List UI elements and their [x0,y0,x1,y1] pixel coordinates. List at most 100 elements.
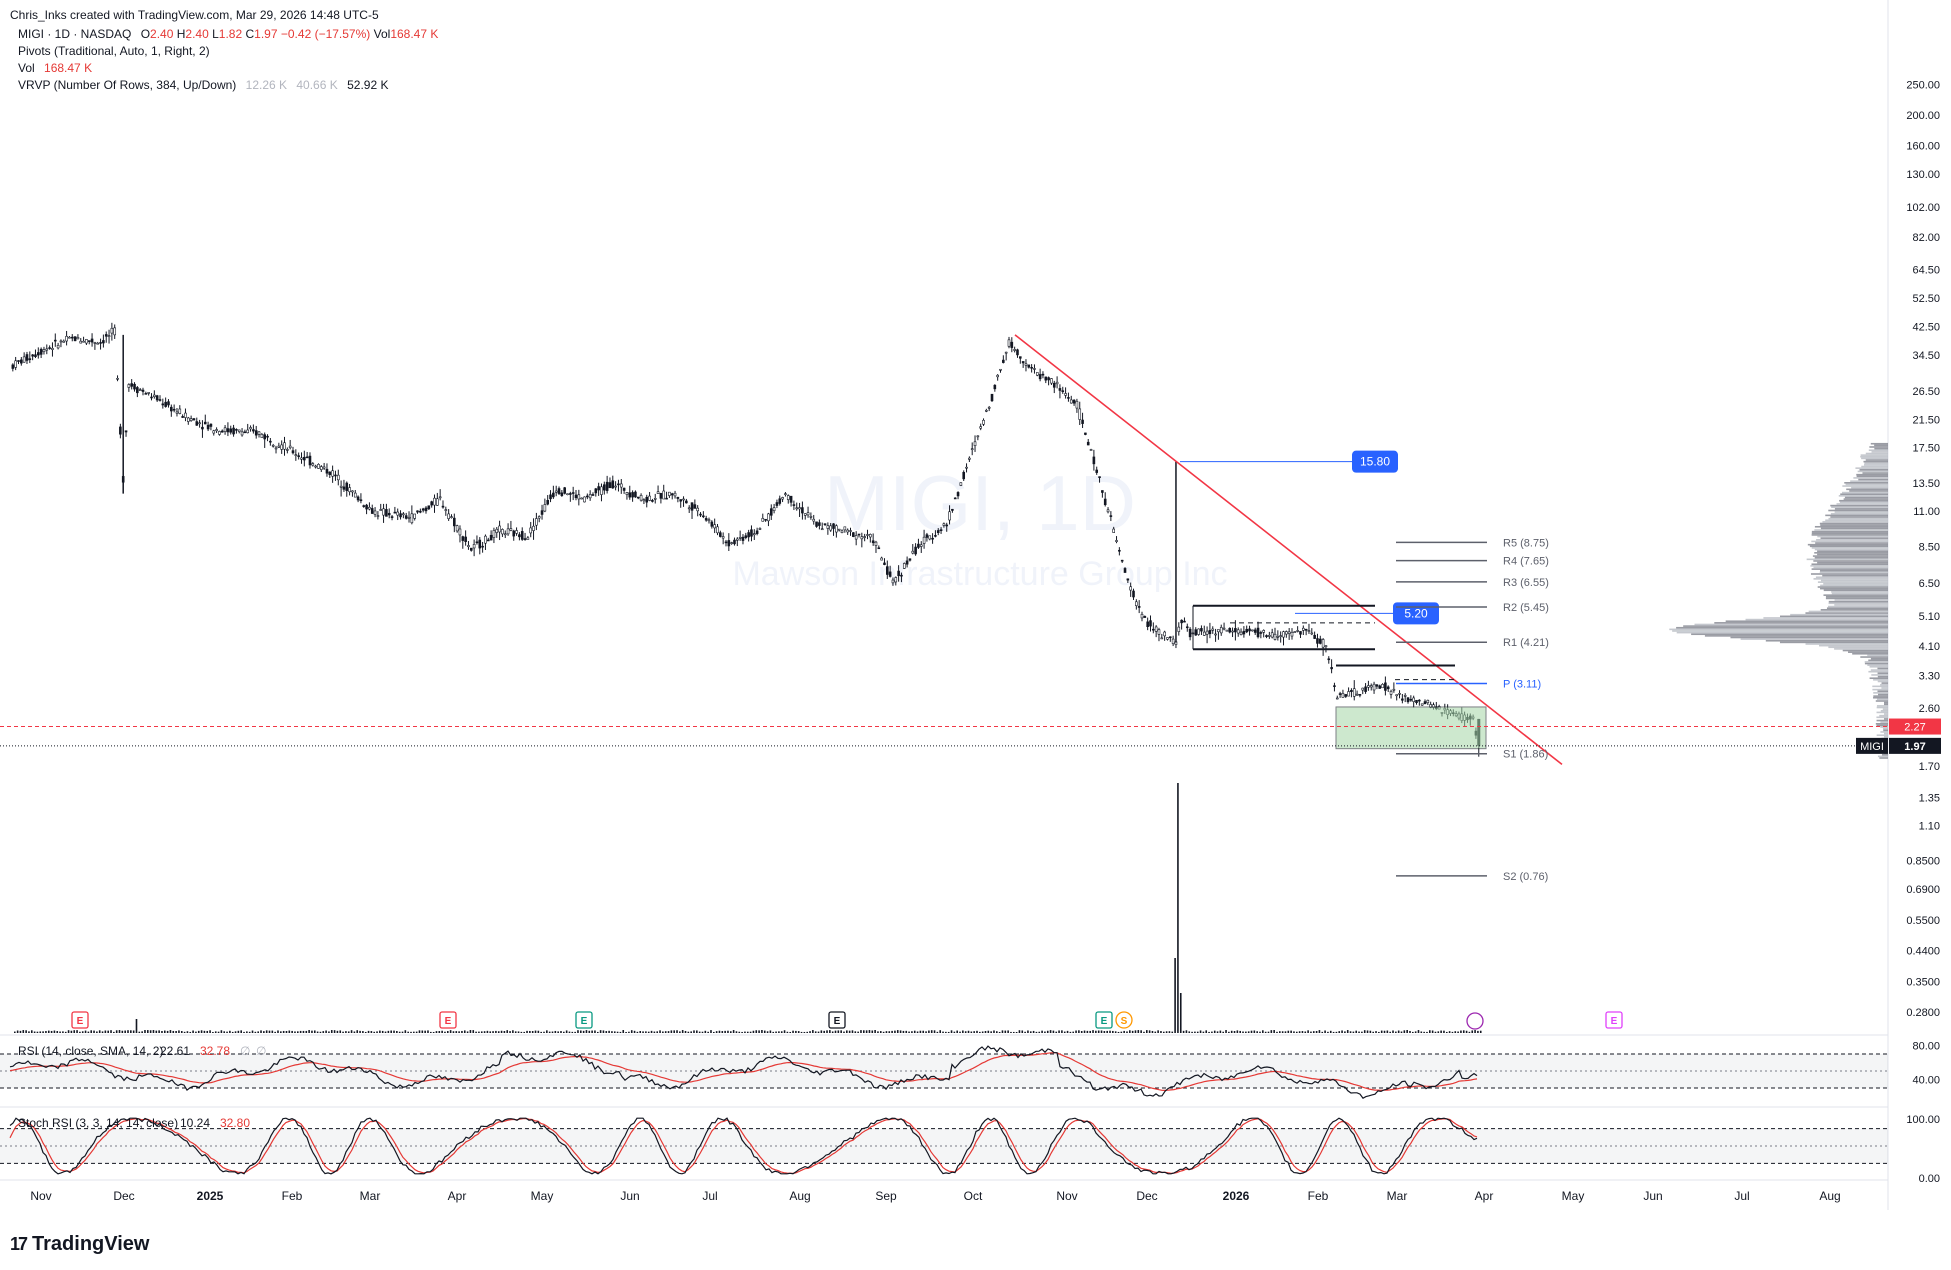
volume-profile-row [1867,654,1888,657]
volume-profile-row [1816,538,1888,541]
candle-body [786,495,790,500]
candle-body [758,528,762,530]
candle-body [469,547,473,551]
candle-body [1423,701,1427,705]
candle-body [1194,629,1198,636]
volume-bar [659,1030,661,1033]
last-price-label-bg [1889,737,1941,754]
volume-bar [945,1031,947,1033]
low-value: 1.82 [218,27,243,41]
volume-bar [104,1030,107,1033]
trendline [1014,334,1563,766]
volume-bar [90,1030,93,1033]
candle-body [1055,381,1059,385]
volume-bar [1270,1030,1273,1033]
candle-body [424,507,428,512]
candle-body [1268,635,1271,637]
volume-profile-row [1779,641,1888,644]
vrvp-legend: VRVP (Number Of Rows, 384, Up/Down) 12.2… [18,78,388,92]
volume-profile-row [1834,508,1888,510]
candle-body [1211,628,1215,631]
volume-bar [871,1030,874,1033]
volume-bar [1262,1030,1264,1033]
candle-body [322,466,326,469]
candle-body [945,524,949,527]
candle-body [741,536,745,541]
volume-bar [585,1030,588,1033]
candle-body [894,577,898,583]
candle-body [294,454,298,456]
volume-profile-row [1864,462,1888,465]
candle-body [761,518,765,522]
candle-body [266,435,269,438]
volume-bar [1321,1031,1324,1033]
candle-body [458,528,462,536]
volume-bar [509,1031,511,1033]
volume-bar [976,1030,978,1033]
volume-bar [175,1030,177,1033]
candle-body [1106,509,1110,513]
volume-bar [758,1030,760,1033]
candle-body [1381,684,1384,689]
candle-body [260,434,264,438]
candle-body [869,534,872,538]
volume-profile-row [1873,696,1888,699]
volume-bar [919,1030,922,1033]
candle-body [90,338,94,343]
candle-body [789,495,793,503]
volume-bar [1171,1031,1174,1033]
volume-bar [1123,1030,1125,1033]
candle-body [769,508,773,516]
volume-bar [384,1031,387,1033]
volume-profile-row [1812,555,1888,557]
volume-bar [981,1031,984,1033]
volume-bar [1242,1031,1244,1033]
event-label: E [1101,1016,1108,1027]
volume-profile-row [1876,716,1888,719]
candle-body [922,536,926,544]
candle-body [860,536,864,540]
candle-body [396,511,400,516]
volume-profile-row [1819,644,1888,647]
candle-body [835,525,838,533]
rsi-axis-label: 40.00 [1912,1075,1940,1087]
volume-bar [158,1030,160,1033]
tradingview-logo[interactable]: 17 TradingView [10,1233,149,1256]
candle-body [387,512,391,516]
candle-body [1044,376,1048,381]
price-tick-label: 1.70 [1919,761,1940,773]
volume-bar [438,1031,441,1033]
volume-bar [305,1030,308,1033]
candle-body [1084,432,1087,435]
volume-bar [401,1031,404,1033]
volume-bar [475,1031,477,1033]
volume-bar [1372,1031,1374,1033]
candle-body [351,490,354,493]
volume-profile-row [1870,442,1888,445]
candle-body [1069,399,1073,404]
candle-body [297,455,300,457]
volume-bar [812,1030,814,1033]
volume-bar [1253,1030,1256,1033]
candle-body [478,539,482,549]
candle-body [82,340,85,343]
candle-body [385,509,388,517]
candle-body [331,470,334,477]
candle-body [1024,363,1028,366]
volume-profile-row [1817,553,1888,556]
volume-bar [1032,1030,1035,1033]
volume-bar [14,1031,16,1033]
volume-profile-row [1877,675,1888,678]
candle-body [597,486,600,491]
level-label: 2.27 [1904,722,1925,734]
candle-body [676,496,680,499]
volume-profile-row [1884,713,1888,715]
candle-body [744,535,748,538]
vol-label: Vol [373,27,391,41]
volume-profile-row [1811,563,1888,566]
candle-body [690,502,694,511]
volume-profile-row [1714,622,1888,624]
price-tick-label: 11.00 [1913,506,1940,518]
tradingview-logo-text: TradingView [32,1233,150,1255]
